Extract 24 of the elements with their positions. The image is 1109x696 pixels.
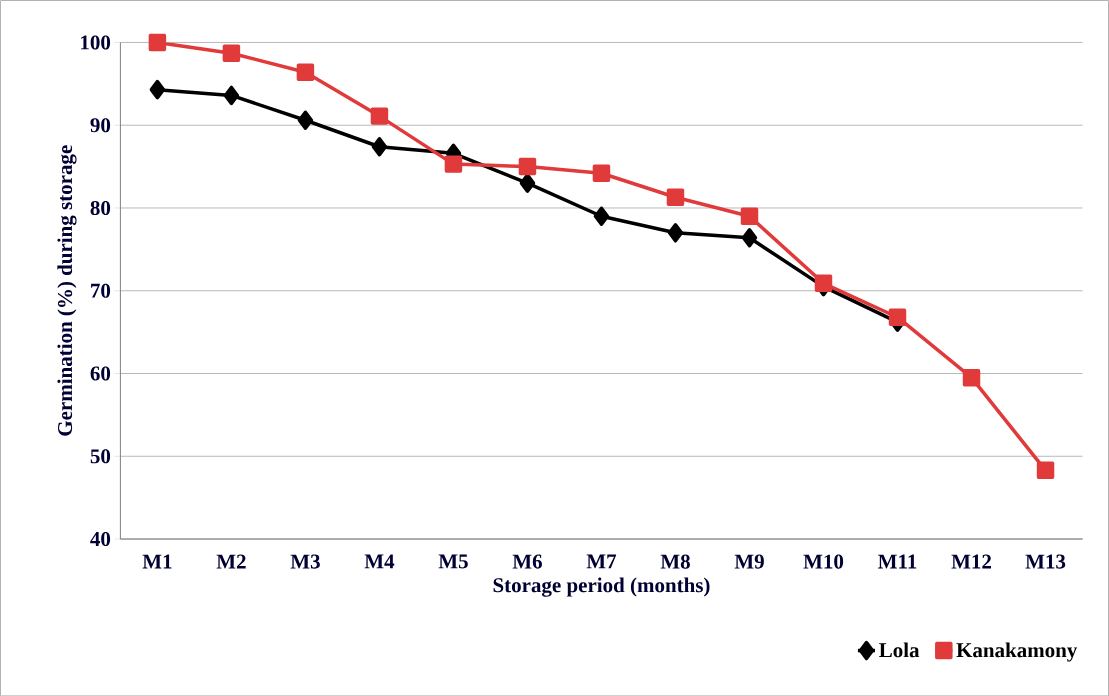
y-tick-label: 90 [90,117,111,133]
y-tick-label: 70 [91,283,111,298]
y-axis-title: Germination (%) during storage [57,145,77,436]
x-tick-label: M8 [660,554,690,569]
y-tick-label: 100 [81,35,111,50]
x-tick-label: M11 [878,554,917,569]
y-tick-label: 40 [90,531,111,546]
x-tick-label: M13 [1025,554,1066,569]
x-tick-label: M6 [512,554,542,569]
legend-label: Kanakamony [956,642,1078,662]
x-tick-label: M2 [216,554,246,569]
y-tick-label: 60 [90,366,111,381]
x-tick-label: M12 [951,554,992,569]
x-axis-title: Storage period (months) [493,577,710,597]
legend-label: Lola [879,642,920,658]
x-tick-label: M10 [803,554,844,569]
y-tick-label: 50 [90,449,111,464]
x-tick-label: M5 [438,554,468,569]
x-tick-label: M1 [142,554,172,569]
x-tick-label: M4 [364,554,395,569]
x-tick-label: M9 [734,554,764,569]
x-tick-label: M7 [586,554,617,569]
y-tick-label: 80 [90,200,111,215]
x-tick-label: M3 [290,554,320,569]
